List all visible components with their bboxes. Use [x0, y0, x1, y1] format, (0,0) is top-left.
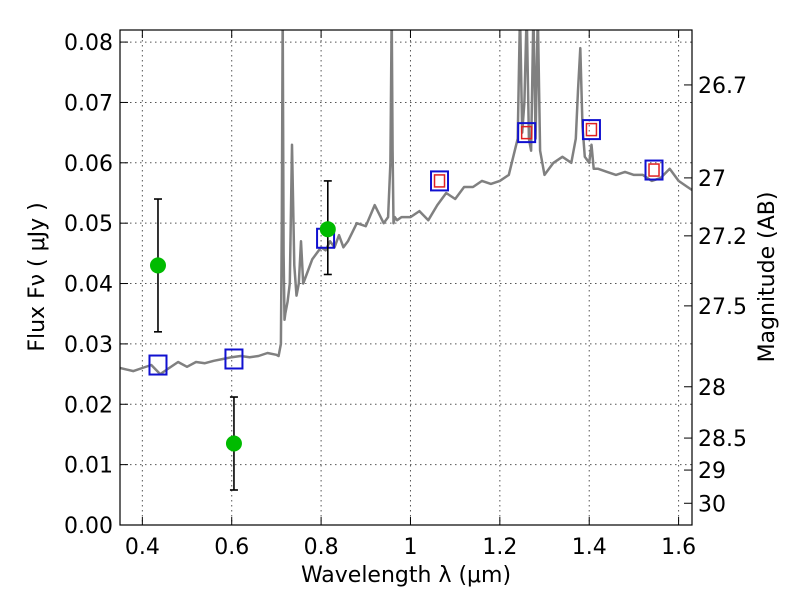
- model-spectrum: [120, 30, 692, 376]
- right-tick-label: 28.5: [698, 427, 747, 452]
- x-tick-label: 0.6: [214, 535, 249, 560]
- x-tick-label: 1.4: [572, 535, 607, 560]
- spectrum-line: [120, 30, 692, 376]
- model-photometry-point: [581, 119, 601, 141]
- right-tick-label: 30: [698, 492, 726, 517]
- right-tick-label: 27.5: [698, 295, 747, 320]
- right-tick-label: 28: [698, 376, 726, 401]
- axis-ticks: [120, 30, 692, 526]
- right-tick-label: 27.2: [698, 225, 747, 250]
- right-tick-label: 27: [698, 167, 726, 192]
- y-tick-label: 0.07: [64, 91, 113, 116]
- y-tick-label: 0.04: [64, 273, 113, 298]
- model-photometry-point: [430, 170, 450, 192]
- right-tick-label: 29: [698, 459, 726, 484]
- y-tick-label: 0.05: [64, 212, 113, 237]
- model-photometry-point: [644, 159, 664, 181]
- y-tick-label: 0.03: [64, 333, 113, 358]
- observed-limit-point: [433, 174, 446, 188]
- model-photometry-point: [224, 348, 244, 370]
- y-axis-label: Flux Fν ( μJy ): [25, 202, 50, 351]
- observed-limit-point: [648, 163, 660, 177]
- observed-limit-point: [585, 122, 598, 137]
- y-tick-label: 0.06: [64, 152, 113, 177]
- x-tick-label: 1.6: [661, 535, 696, 560]
- y-tick-label: 0.08: [64, 31, 113, 56]
- model-photometry-point: [517, 122, 537, 144]
- observed-detection-point: [319, 221, 336, 238]
- tick-labels: 0.4 0.6 0.8 1 1.2 1.4 1.6 0.00 0.01 0.02 0.03 0.04 0…: [64, 31, 747, 560]
- y-tick-label: 0.02: [64, 393, 113, 418]
- x-axis-label: Wavelength λ (μm): [301, 563, 511, 588]
- y-tick-label: 0.01: [64, 454, 113, 479]
- model-photometry-point: [148, 354, 168, 376]
- x-tick-label: 1.2: [482, 535, 517, 560]
- x-tick-label: 1: [403, 535, 417, 560]
- right-axis-label: Magnitude (AB): [755, 192, 780, 363]
- x-tick-label: 0.8: [304, 535, 339, 560]
- right-tick-label: 26.7: [698, 74, 747, 99]
- observed-limit-point: [520, 125, 533, 140]
- observed-detection-point: [149, 257, 166, 274]
- y-tick-label: 0.00: [64, 514, 113, 539]
- data-markers: [148, 119, 664, 491]
- observed-detection-point: [225, 435, 242, 452]
- x-tick-label: 0.4: [125, 535, 160, 560]
- plot-frame: [119, 29, 693, 526]
- grid-lines: [120, 30, 692, 526]
